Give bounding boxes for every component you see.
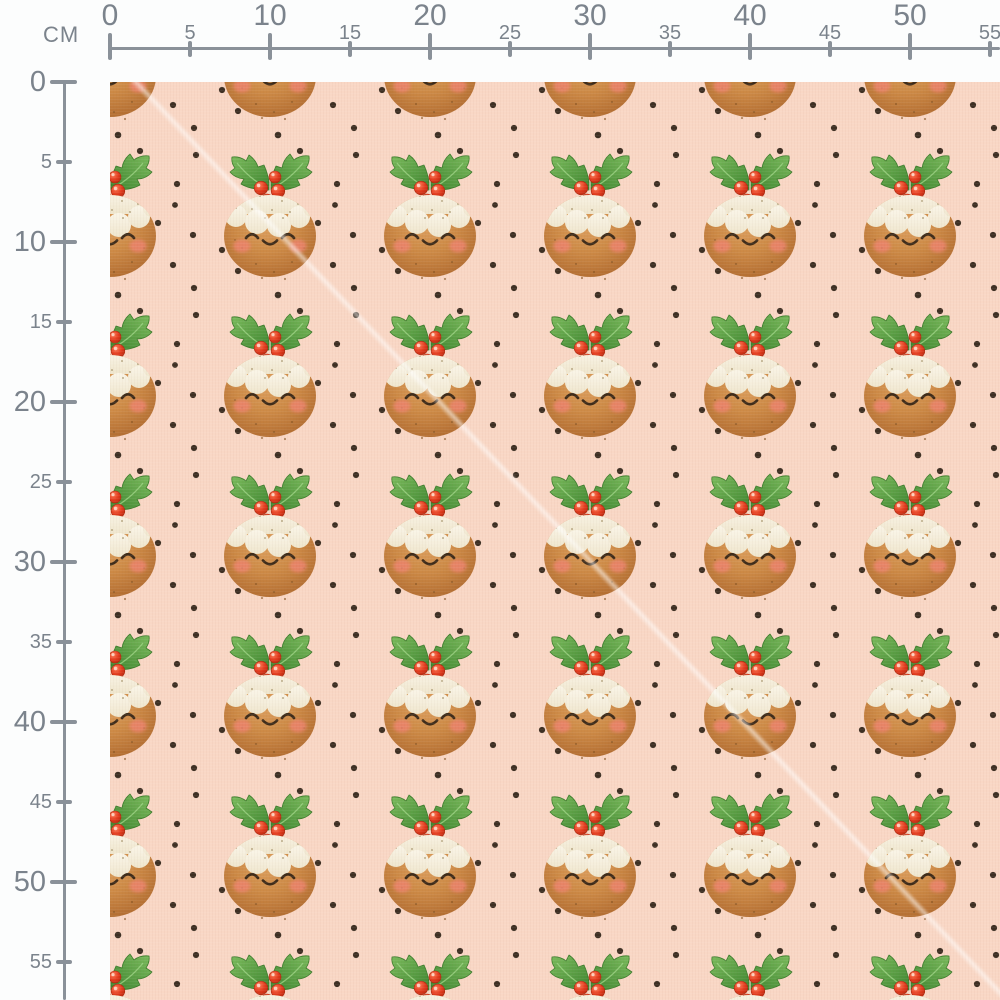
pattern-tile [190, 82, 350, 148]
pattern-tile [350, 788, 510, 948]
ruler-top-label-35: 35 [658, 22, 682, 44]
ruler-top-label-15: 15 [338, 22, 362, 44]
pattern-tile [830, 82, 990, 148]
ruler-top-label-0: 0 [101, 0, 119, 32]
ruler-top-label-20: 20 [413, 0, 447, 32]
ruler-left-label-45: 45 [29, 791, 52, 813]
pattern-tile [190, 628, 350, 788]
pattern-tile [990, 628, 1000, 788]
pattern-tile [190, 948, 350, 1000]
pattern-tile [510, 628, 670, 788]
pattern-tile [110, 628, 190, 788]
pattern-tile [110, 948, 190, 1000]
ruler-left-tick-0 [50, 80, 77, 84]
ruler-top-line [110, 47, 1000, 51]
pattern-tile [190, 468, 350, 628]
ruler-left-tick-55 [56, 960, 72, 964]
pattern-tile [350, 948, 510, 1000]
pattern-tile [990, 148, 1000, 308]
ruler-left-tick-50 [50, 880, 77, 884]
ruler-unit-label: CM [43, 22, 80, 47]
ruler-left-label-50: 50 [13, 866, 46, 898]
ruler-left-tick-30 [50, 560, 77, 564]
ruler-top-tick-5 [188, 41, 192, 57]
pattern-tile [510, 788, 670, 948]
ruler-left-label-25: 25 [29, 471, 52, 493]
ruler-top-tick-50 [908, 33, 912, 60]
pattern-tile [990, 788, 1000, 948]
ruler-top-tick-10 [268, 33, 272, 60]
pattern-tile [670, 788, 830, 948]
ruler-top-tick-15 [348, 41, 352, 57]
ruler-top-label-10: 10 [253, 0, 287, 32]
pattern-tile [110, 148, 190, 308]
ruler-left-tick-20 [50, 400, 77, 404]
pattern-tile [350, 468, 510, 628]
ruler-top-label-50: 50 [893, 0, 927, 32]
ruler-top-tick-25 [508, 41, 512, 57]
pattern-tile [510, 948, 670, 1000]
pattern-tile [670, 468, 830, 628]
ruler-left-tick-15 [56, 320, 72, 324]
ruler-left-tick-40 [50, 720, 77, 724]
ruler-top-label-55: 55 [978, 22, 1000, 44]
pattern-tile [830, 628, 990, 788]
ruler-left-label-20: 20 [13, 386, 46, 418]
pattern-tile [990, 468, 1000, 628]
pattern-tile [830, 788, 990, 948]
pattern-tile [350, 82, 510, 148]
ruler-left-label-0: 0 [29, 66, 46, 98]
ruler-top-label-25: 25 [498, 22, 522, 44]
ruler-top-tick-40 [748, 33, 752, 60]
pattern-tile [670, 948, 830, 1000]
ruler-top-tick-35 [668, 41, 672, 57]
pattern-tile [670, 308, 830, 468]
ruler-top-label-40: 40 [733, 0, 767, 32]
ruler-left-label-10: 10 [13, 226, 46, 258]
pattern-tile [510, 308, 670, 468]
pattern-tile [990, 82, 1000, 148]
ruler-left-tick-45 [56, 800, 72, 804]
ruler-left-label-55: 55 [29, 951, 52, 973]
ruler-top-tick-45 [828, 41, 832, 57]
pattern-tile [190, 308, 350, 468]
pattern-tile [110, 788, 190, 948]
fabric-swatch [110, 82, 1000, 1000]
ruler-left-label-35: 35 [29, 631, 52, 653]
pattern-tile [350, 628, 510, 788]
ruler-left-tick-10 [50, 240, 77, 244]
pattern-tile [990, 308, 1000, 468]
pattern-tile [510, 148, 670, 308]
pattern-tile [190, 788, 350, 948]
pattern-tile [510, 468, 670, 628]
ruler-left-tick-25 [56, 480, 72, 484]
pattern-tile [670, 628, 830, 788]
pattern-tile [830, 468, 990, 628]
ruler-left-line [63, 81, 67, 1000]
pattern-tile [670, 148, 830, 308]
ruler-top-tick-30 [588, 33, 592, 60]
pattern-tile [110, 308, 190, 468]
pattern-tile [110, 468, 190, 628]
pattern-tile [830, 148, 990, 308]
pattern-tile [510, 82, 670, 148]
pattern-tile [830, 308, 990, 468]
ruler-top-tick-55 [988, 41, 992, 57]
ruler-left-tick-35 [56, 640, 72, 644]
pattern-tile [350, 148, 510, 308]
ruler-left-label-15: 15 [29, 311, 52, 333]
ruler-left-label-30: 30 [13, 546, 46, 578]
ruler-left-label-5: 5 [40, 151, 52, 173]
ruler-top-tick-0 [108, 33, 112, 60]
ruler-top-label-45: 45 [818, 22, 842, 44]
pattern-tile [670, 82, 830, 148]
ruler-top-label-30: 30 [573, 0, 607, 32]
ruler-top-tick-20 [428, 33, 432, 60]
ruler-top-label-5: 5 [184, 22, 196, 44]
ruler-left-label-40: 40 [13, 706, 46, 738]
ruler-left-tick-5 [56, 160, 72, 164]
